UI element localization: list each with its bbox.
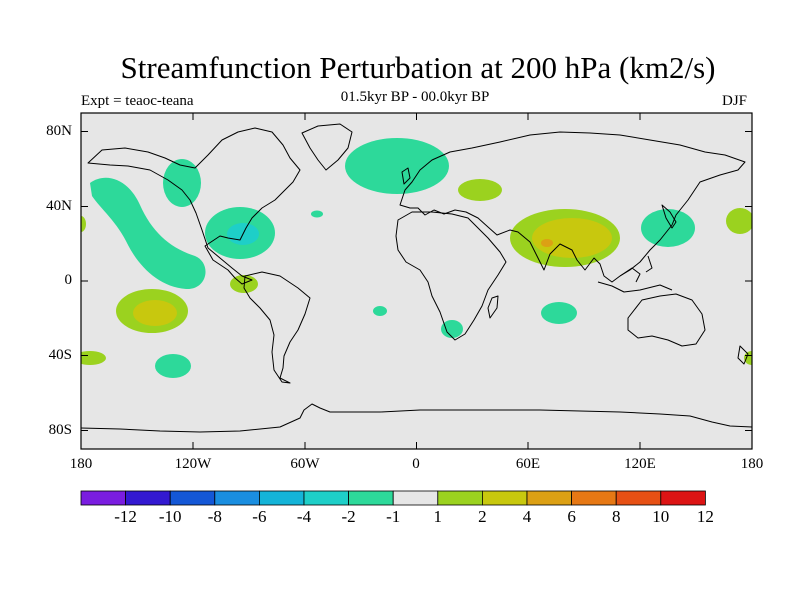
- region-new-zealand-east: [744, 351, 752, 365]
- colorbar-label-6: -1: [386, 507, 401, 526]
- region-south-atlantic: [373, 306, 387, 316]
- coast-eurasia: [399, 131, 746, 283]
- region-pacific-band: [90, 177, 206, 290]
- region-eastern-europe: [458, 179, 502, 201]
- region-asia-core: [541, 239, 553, 247]
- lon-label-60e: 60E: [515, 456, 541, 472]
- coast-australia: [627, 293, 706, 347]
- lon-label-60w: 60W: [290, 456, 320, 472]
- colorbar-label-5: -2: [341, 507, 356, 526]
- colorbar-box-8: [437, 490, 483, 506]
- colorbar-label-13: 12: [696, 507, 714, 526]
- coast-greenland: [301, 123, 353, 171]
- coastlines: [81, 123, 752, 433]
- colorbar-label-7: 1: [433, 507, 443, 526]
- lon-label-180e: 180: [740, 456, 764, 472]
- lon-label-120e: 120E: [624, 456, 656, 472]
- region-north-atlantic: [345, 138, 449, 194]
- experiment-label: Expt = teaoc-teana: [81, 93, 194, 109]
- colorbar: [80, 490, 706, 506]
- lat-label-80n: 80N: [46, 123, 72, 139]
- colorbar-box-0: [80, 490, 126, 506]
- colorbar-box-4: [258, 490, 305, 506]
- lon-label-180w: 180: [69, 456, 93, 472]
- lat-label-40n: 40N: [46, 198, 72, 214]
- region-japan: [641, 209, 695, 247]
- coast-britain: [401, 167, 411, 185]
- coast-madagascar: [487, 295, 499, 319]
- lat-label-40s: 40S: [48, 347, 72, 363]
- colorbar-label-8: 2: [478, 507, 487, 526]
- lon-label-120w: 120W: [174, 456, 212, 472]
- region-central-pacific-east: [726, 208, 752, 234]
- region-southeast-pacific: [155, 354, 191, 378]
- colorbar-box-9: [481, 490, 528, 506]
- colorbar-box-12: [615, 490, 662, 506]
- region-indian-ocean: [541, 302, 577, 324]
- colorbar-label-2: -8: [207, 507, 222, 526]
- region-atlantic-dot: [311, 210, 323, 218]
- colorbar-box-11: [571, 490, 617, 506]
- colorbar-box-10: [526, 490, 572, 506]
- lat-label-80s: 80S: [48, 422, 72, 438]
- colorbar-label-3: -6: [252, 507, 267, 526]
- colorbar-label-11: 8: [611, 507, 621, 526]
- colorbar-label-0: -12: [114, 507, 137, 526]
- season-label: DJF: [722, 93, 748, 109]
- colorbar-label-1: -10: [158, 507, 182, 526]
- coast-africa: [395, 211, 507, 341]
- region-central-pacific-west: [81, 216, 86, 232]
- region-south-africa: [441, 320, 463, 338]
- coast-japan: [661, 204, 677, 229]
- region-asia-inner: [532, 218, 612, 258]
- coast-indonesia: [597, 255, 673, 293]
- colorbar-box-6: [348, 490, 394, 506]
- colorbar-label-10: 6: [567, 507, 576, 526]
- region-south-pacific-inner: [133, 300, 177, 326]
- period-label: 01.5kyr BP - 00.0kyr BP: [340, 89, 490, 105]
- colorbar-box-2: [169, 490, 216, 506]
- lat-label-0: 0: [64, 272, 73, 288]
- colorbar-label-4: -4: [296, 507, 312, 526]
- colorbar-box-5: [303, 490, 349, 506]
- colorbar-box-1: [125, 490, 171, 506]
- coast-south-america: [243, 271, 311, 384]
- coast-antarctica: [81, 403, 752, 433]
- colorbar-box-13: [660, 490, 706, 506]
- colorbar-box-3: [214, 490, 260, 506]
- colorbar-label-12: 10: [652, 507, 670, 526]
- lon-label-0: 0: [412, 456, 420, 472]
- colorbar-label-9: 4: [522, 507, 532, 526]
- coast-new-zealand: [737, 345, 749, 365]
- region-new-zealand-west: [81, 351, 106, 365]
- coast-north-america: [87, 127, 301, 285]
- axis-ticks: [81, 113, 752, 449]
- colorbar-box-7: [392, 490, 439, 506]
- plot-title: Streamfunction Perturbation at 200 hPa (…: [120, 50, 716, 85]
- region-canada: [163, 159, 201, 207]
